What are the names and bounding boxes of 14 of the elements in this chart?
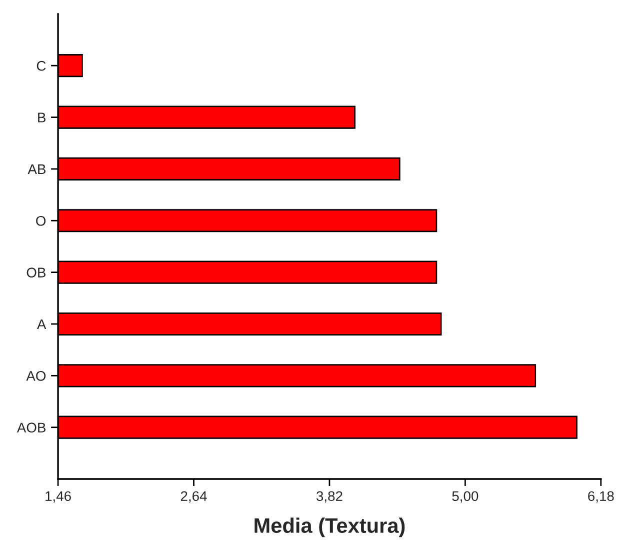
x-tick-label: 3,82 — [316, 491, 342, 503]
x-tick-label: 2,64 — [180, 491, 207, 503]
y-tick-label: AB — [28, 164, 46, 174]
x-tick-label: 5,00 — [452, 491, 478, 503]
y-tick-label: O — [36, 216, 46, 226]
y-tick-label: C — [36, 60, 46, 71]
x-tick-label: 6,18 — [588, 491, 614, 503]
x-tick-label: 1,46 — [46, 491, 71, 503]
y-tick-label: A — [36, 319, 46, 330]
y-tick-label: AO — [26, 371, 46, 381]
y-tick-label: B — [38, 112, 46, 122]
y-tick-label: AOB — [16, 422, 46, 433]
y-tick-label: OB — [26, 268, 46, 278]
x-axis-title: Media (Textura) — [254, 518, 405, 538]
